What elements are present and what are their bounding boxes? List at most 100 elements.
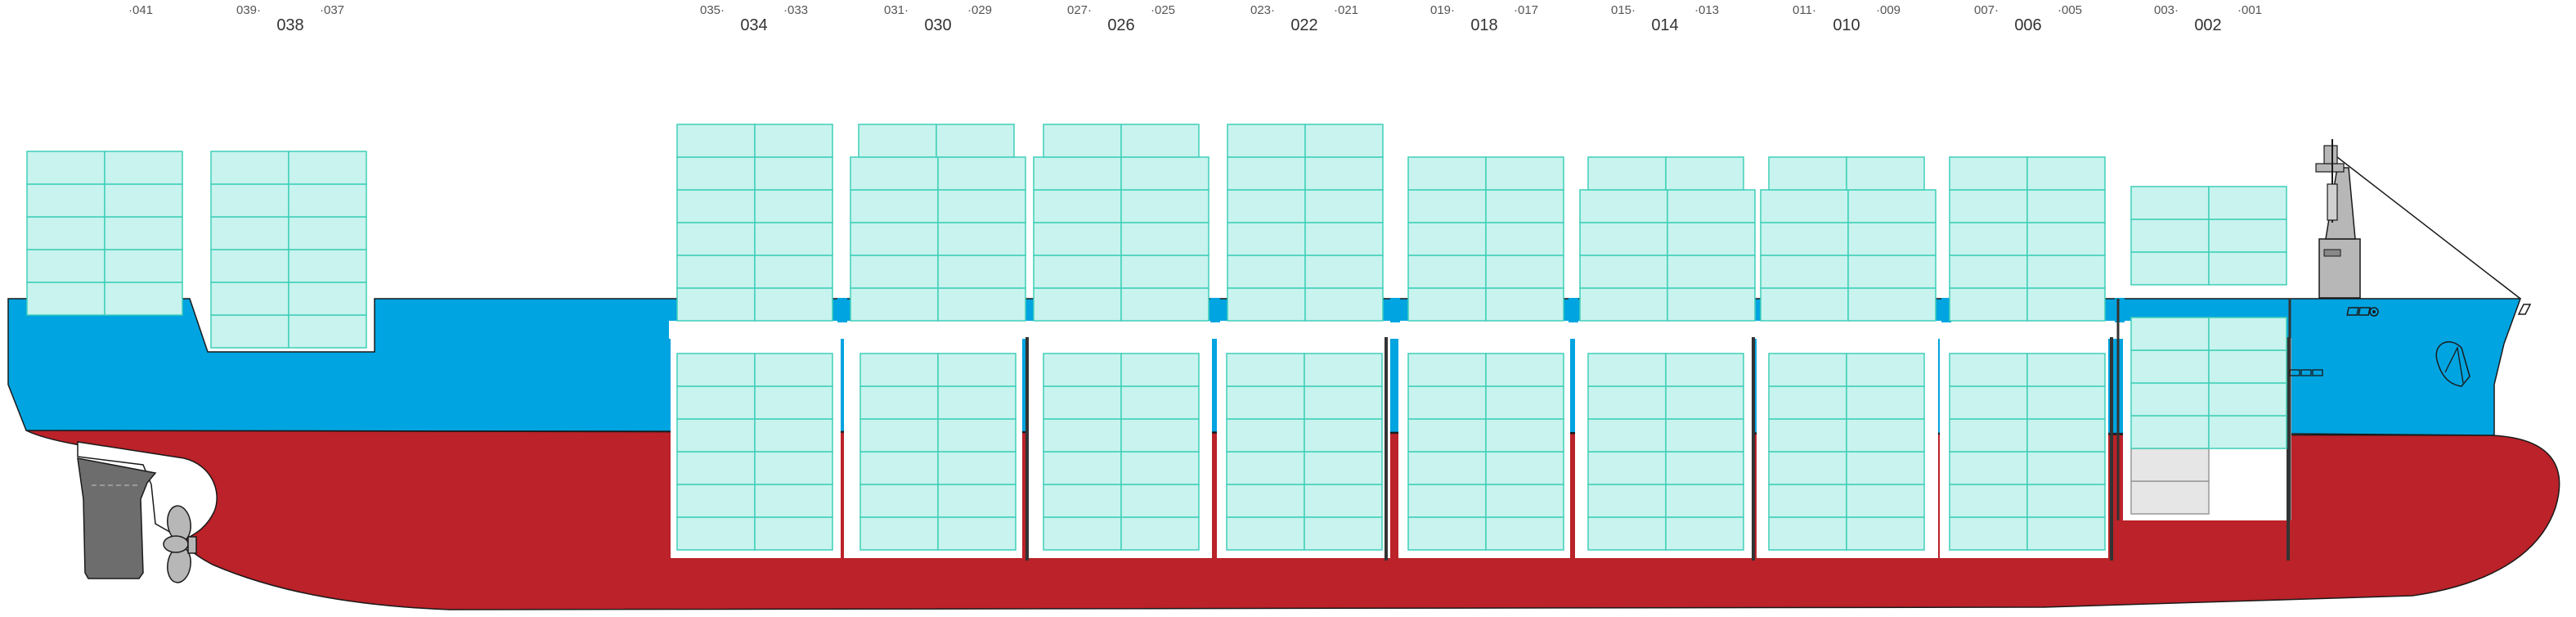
container-slot <box>1665 418 1744 453</box>
container-slot <box>2026 254 2106 289</box>
container-slot <box>1407 484 1487 518</box>
container-slot <box>1949 516 2028 551</box>
bay-number: 038 <box>276 16 304 34</box>
container-slot <box>1760 189 1849 223</box>
deck-container-stack <box>1227 124 1384 322</box>
bay-number: 006 <box>2014 16 2042 34</box>
container-slot <box>1667 287 1756 322</box>
hatch-band <box>669 321 2284 339</box>
container-slot <box>1485 418 1564 453</box>
container-slot <box>1304 156 1384 191</box>
container-slot <box>1579 287 1668 322</box>
container-slot <box>1846 418 1925 453</box>
container-slot <box>1665 451 1744 485</box>
bay-sub-number-left: 023· <box>1250 3 1276 17</box>
container-slot <box>1407 418 1487 453</box>
container-slot <box>1949 287 2028 322</box>
container-slot <box>850 222 939 256</box>
deck-container-stacks <box>26 124 2287 349</box>
container-slot <box>26 183 105 218</box>
container-slot <box>1120 124 1200 158</box>
bay-sub-number-left: 011· <box>1793 3 1816 17</box>
container-slot <box>2026 287 2106 322</box>
bay-sub-number-left: 003· <box>2154 3 2179 17</box>
container-slot <box>1304 222 1384 256</box>
bay-sub-number-left: 015· <box>1611 3 1636 17</box>
container-slot <box>1485 156 1564 191</box>
container-slot <box>1587 484 1667 518</box>
container-slot <box>1847 287 1936 322</box>
container-slot <box>937 451 1016 485</box>
hold-container-stack <box>1768 353 1925 551</box>
container-slot <box>1227 222 1306 256</box>
container-slot <box>288 281 367 316</box>
deck-container-stack <box>1579 156 1756 322</box>
container-slot <box>2130 382 2210 417</box>
container-slot <box>288 151 367 185</box>
container-slot <box>26 249 105 283</box>
hold-container-stack <box>1949 353 2106 551</box>
container-slot <box>1846 385 1925 420</box>
container-slot <box>104 151 183 185</box>
container-slot <box>1847 189 1936 223</box>
container-slot <box>676 287 756 322</box>
empty-container-slot <box>2130 448 2210 482</box>
container-slot <box>1768 156 1847 191</box>
container-slot <box>859 353 939 387</box>
container-slot <box>1949 156 2028 191</box>
bay-sub-number-right: ·033 <box>783 3 809 17</box>
container-slot <box>1485 287 1564 322</box>
container-slot <box>210 151 289 185</box>
container-slot <box>2026 353 2106 387</box>
container-slot <box>676 254 756 289</box>
container-slot <box>850 189 939 223</box>
container-slot <box>1033 254 1122 289</box>
container-slot <box>1120 222 1209 256</box>
container-slot <box>754 124 833 158</box>
container-slot <box>858 124 937 158</box>
container-slot <box>1579 254 1668 289</box>
bay-sub-number-left: 035· <box>700 3 725 17</box>
container-slot <box>2130 349 2210 384</box>
container-slot <box>2130 317 2210 351</box>
container-slot <box>1227 124 1306 158</box>
container-slot <box>210 183 289 218</box>
container-slot <box>1407 156 1487 191</box>
container-slot <box>2026 222 2106 256</box>
container-slot <box>859 451 939 485</box>
container-slot <box>676 189 756 223</box>
container-slot <box>850 254 939 289</box>
container-slot <box>1485 353 1564 387</box>
container-slot <box>1847 222 1936 256</box>
container-slot <box>754 287 833 322</box>
container-slot <box>2026 189 2106 223</box>
container-slot <box>288 314 367 349</box>
container-slot <box>1847 254 1936 289</box>
container-slot <box>1846 156 1925 191</box>
bay-sub-number-right: ·013 <box>1694 3 1720 17</box>
container-slot <box>2208 349 2287 384</box>
bay-sub-number-right: ·029 <box>967 3 993 17</box>
container-slot <box>1304 124 1384 158</box>
container-slot <box>1043 124 1122 158</box>
container-slot <box>288 183 367 218</box>
container-slot <box>210 216 289 250</box>
container-slot <box>2208 186 2287 220</box>
container-slot <box>676 124 756 158</box>
container-slot <box>1667 189 1756 223</box>
rudder <box>77 457 157 579</box>
container-slot <box>1120 418 1200 453</box>
container-slot <box>754 156 833 191</box>
bay-sub-number-left: 031· <box>884 3 909 17</box>
container-slot <box>26 281 105 316</box>
container-slot <box>1949 353 2028 387</box>
deck-container-stack <box>1760 156 1936 322</box>
container-slot <box>2208 218 2287 253</box>
container-slot <box>1768 385 1847 420</box>
container-slot <box>937 222 1026 256</box>
container-slot <box>754 353 833 387</box>
container-slot <box>859 484 939 518</box>
deck-container-stack <box>1407 156 1564 322</box>
bay-sub-number-right: ·001 <box>2237 3 2263 17</box>
